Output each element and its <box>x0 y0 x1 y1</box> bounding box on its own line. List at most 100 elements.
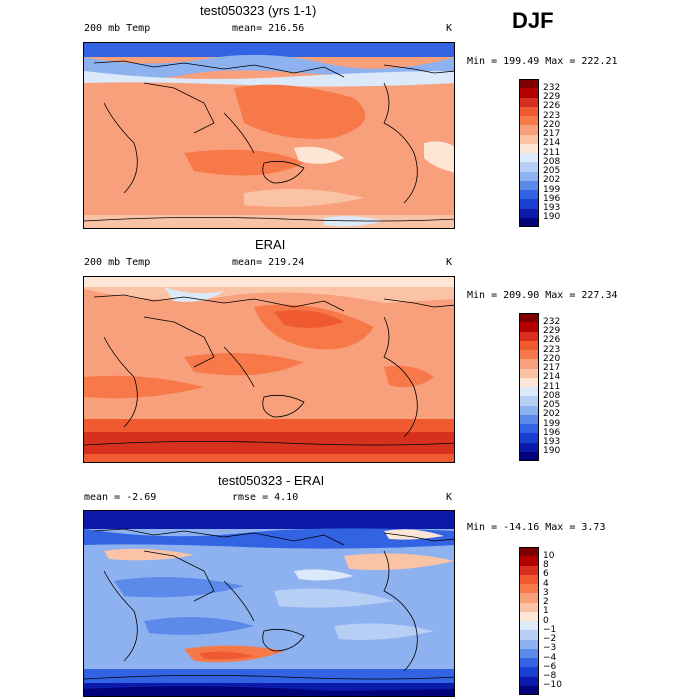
colorbar-cell <box>519 556 539 566</box>
panel-model-mean: mean= 216.56 <box>232 23 305 34</box>
colorbar-tick-label: 202 <box>543 409 561 420</box>
colorbar-tick-label: 208 <box>543 390 561 401</box>
colorbar-tick-label: −2 <box>543 634 557 644</box>
panel-diff-minmax: Min = -14.16 Max = 3.73 <box>467 522 606 533</box>
colorbar-tick-label: 211 <box>543 381 561 392</box>
panel-model-units: K <box>446 23 453 34</box>
colorbar-cell <box>519 208 539 218</box>
colorbar-cell <box>519 106 539 116</box>
colorbar-cell <box>519 630 539 640</box>
colorbar-cell <box>519 611 539 621</box>
colorbar-cell <box>519 639 539 649</box>
colorbar-tick-label: 0 <box>543 615 549 626</box>
colorbar-cell <box>519 424 539 434</box>
colorbar-tick-label: 229 <box>543 326 561 336</box>
colorbar-cell <box>519 153 539 163</box>
colorbar-cell <box>519 171 539 181</box>
colorbar-tick-label: 214 <box>543 138 561 149</box>
colorbar-cell <box>519 322 539 332</box>
panel-obs-variable: 200 mb Temp <box>84 257 151 268</box>
colorbar-cell <box>519 547 539 557</box>
colorbar-cell <box>519 88 539 98</box>
colorbar-tick-label: 1 <box>543 606 549 617</box>
colorbar-tick-label: 220 <box>543 353 561 364</box>
colorbar-cell <box>519 396 539 406</box>
panel-obs-mean: mean= 219.24 <box>232 257 305 268</box>
colorbar-cell <box>519 359 539 369</box>
colorbar-tick-label: 220 <box>543 119 561 130</box>
colorbar-tick-label: 10 <box>543 550 555 561</box>
colorbar-model: 232 229 226 223 220 217 214 211 208 205 202 199 196 1… <box>519 79 560 227</box>
colorbar-tick-label: −3 <box>543 643 557 654</box>
panel-obs-units: K <box>446 257 453 268</box>
colorbar-tick-label: 226 <box>543 101 561 112</box>
colorbar-cell <box>519 331 539 341</box>
colorbar-cell <box>519 621 539 631</box>
colorbar-cell <box>519 405 539 415</box>
colorbar-tick-label: 8 <box>543 560 549 570</box>
colorbar-cell <box>519 593 539 603</box>
colorbar-cell <box>519 97 539 107</box>
panel-diff-title: test050323 - ERAI <box>218 473 325 488</box>
colorbar-cell <box>519 340 539 350</box>
colorbar-cell <box>519 350 539 360</box>
map-obs <box>83 276 455 463</box>
colorbar-tick-label: 190 <box>543 446 561 457</box>
colorbar-tick-label: 232 <box>543 316 561 327</box>
colorbar-cell <box>519 143 539 153</box>
colorbar-diff: 10 8 6 4 3 2 1 0 −1 −2 −3 −4 −6 −8 −10 <box>519 547 562 695</box>
colorbar-tick-label: −8 <box>543 671 557 681</box>
panel-diff-rmse: rmse = 4.10 <box>232 492 299 503</box>
colorbar-cell <box>519 217 539 227</box>
panel-model-variable: 200 mb Temp <box>84 23 151 34</box>
colorbar-cell <box>519 648 539 658</box>
colorbar-cell <box>519 565 539 575</box>
colorbar-cell <box>519 685 539 695</box>
colorbar-cell <box>519 658 539 668</box>
panel-model-minmax: Min = 199.49 Max = 222.21 <box>467 56 618 67</box>
colorbar-tick-label: −6 <box>543 661 557 672</box>
panel-obs-title: ERAI <box>255 237 286 252</box>
colorbar-tick-label: 199 <box>543 418 561 429</box>
colorbar-tick-label: −10 <box>543 680 562 691</box>
colorbar-cell <box>519 574 539 584</box>
colorbar-tick-label: 193 <box>543 203 561 213</box>
colorbar-tick-label: 211 <box>543 147 561 158</box>
colorbar-tick-label: 208 <box>543 156 561 167</box>
colorbar-tick-label: −4 <box>543 652 557 663</box>
map-diff <box>83 510 455 697</box>
colorbar-tick-label: 2 <box>543 597 549 607</box>
colorbar-cell <box>519 451 539 461</box>
colorbar-tick-label: 214 <box>543 372 561 383</box>
colorbar-tick-label: 205 <box>543 400 561 410</box>
colorbar-cell <box>519 134 539 144</box>
colorbar-cell <box>519 442 539 452</box>
map-model <box>83 42 455 229</box>
colorbar-cell <box>519 368 539 378</box>
colorbar-tick-label: −1 <box>543 624 557 635</box>
colorbar-cell <box>519 676 539 686</box>
colorbar-tick-label: 3 <box>543 587 549 598</box>
colorbar-cell <box>519 116 539 126</box>
colorbar-obs: 232 229 226 223 220 217 214 211 208 205 202 199 196 1… <box>519 313 560 461</box>
colorbar-tick-label: 4 <box>543 578 549 589</box>
colorbar-tick-label: 202 <box>543 175 561 186</box>
colorbar-cell <box>519 667 539 677</box>
panel-model-title: test050323 (yrs 1-1) <box>200 3 317 18</box>
colorbar-tick-label: 217 <box>543 363 561 373</box>
colorbar-tick-label: 217 <box>543 129 561 139</box>
colorbar-cell <box>519 180 539 190</box>
panel-obs-minmax: Min = 209.90 Max = 227.34 <box>467 290 618 301</box>
colorbar-cell <box>519 433 539 443</box>
colorbar-cell <box>519 602 539 612</box>
colorbar-tick-label: 205 <box>543 166 561 176</box>
colorbar-cell <box>519 199 539 209</box>
colorbar-cell <box>519 387 539 397</box>
season-label: DJF <box>512 8 554 33</box>
colorbar-tick-label: 223 <box>543 344 561 355</box>
colorbar-cell <box>519 377 539 387</box>
colorbar-tick-label: 229 <box>543 92 561 102</box>
colorbar-tick-label: 193 <box>543 437 561 447</box>
colorbar-tick-label: 232 <box>543 82 561 93</box>
colorbar-tick-label: 196 <box>543 193 561 204</box>
